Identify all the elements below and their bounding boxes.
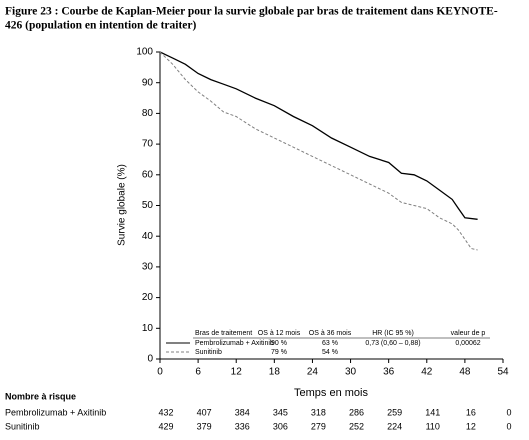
y-tick-label: 10: [142, 323, 154, 334]
survival-curve: [159, 51, 478, 251]
risk-count: 432: [158, 407, 173, 417]
legend-cell: 90 %: [271, 340, 287, 347]
y-tick-label: 30: [142, 262, 154, 273]
x-tick-label: 24: [307, 367, 319, 378]
legend-header: OS à 12 mois: [258, 330, 301, 337]
risk-count: 318: [311, 407, 326, 417]
x-axis-label: Temps en mois: [294, 387, 368, 399]
y-tick-label: 60: [142, 169, 154, 180]
risk-count: 0: [506, 421, 511, 431]
legend-header: valeur de p: [451, 330, 486, 337]
x-tick-label: 54: [497, 367, 509, 378]
y-tick-label: 20: [142, 292, 154, 303]
x-tick-label: 36: [383, 367, 395, 378]
x-tick-label: 0: [157, 367, 163, 378]
chart-title: Figure 23 : Courbe de Kaplan-Meier pour …: [5, 6, 498, 18]
y-tick-label: 0: [147, 354, 153, 365]
risk-count: 306: [273, 421, 288, 431]
legend-cell: 79 %: [271, 349, 287, 356]
risk-count: 384: [235, 407, 250, 417]
legend-header: Bras de traitement: [195, 330, 252, 337]
survival-curve: [159, 51, 478, 220]
x-tick-label: 42: [421, 367, 433, 378]
legend-cell: 54 %: [322, 349, 338, 356]
risk-count: 279: [311, 421, 326, 431]
y-tick-label: 90: [142, 77, 154, 88]
y-tick-label: 80: [142, 108, 154, 119]
risk-count: 141: [425, 407, 440, 417]
legend-cell: 0,00062: [455, 340, 480, 347]
legend-cell: Pembrolizumab + Axitinib: [195, 340, 274, 347]
risk-row-label: Sunitinib: [5, 421, 40, 431]
risk-count: 345: [273, 407, 288, 417]
risk-count: 259: [387, 407, 402, 417]
risk-count: 224: [387, 421, 402, 431]
risk-count: 110: [426, 421, 440, 431]
risk-title: Nombre à risque: [5, 391, 76, 401]
y-axis-label: Survie globale (%): [117, 164, 128, 246]
risk-count: 407: [197, 407, 212, 417]
risk-count: 252: [349, 421, 364, 431]
risk-count: 429: [158, 421, 173, 431]
risk-row-label: Pembrolizumab + Axitinib: [5, 407, 106, 417]
y-tick-label: 50: [142, 200, 154, 211]
risk-count: 12: [466, 421, 476, 431]
risk-count: 0: [506, 407, 511, 417]
x-tick-label: 12: [231, 367, 243, 378]
y-tick-label: 40: [142, 231, 154, 242]
legend-cell: 63 %: [322, 340, 338, 347]
x-tick-label: 30: [345, 367, 357, 378]
legend-cell: 0,73 (0,60 – 0,88): [365, 340, 420, 347]
legend-cell: Sunitinib: [195, 349, 222, 356]
x-tick-label: 6: [195, 367, 201, 378]
risk-count: 336: [235, 421, 250, 431]
x-tick-label: 48: [459, 367, 471, 378]
y-tick-label: 70: [142, 139, 154, 150]
legend-header: OS à 36 mois: [309, 330, 352, 337]
risk-count: 379: [197, 421, 212, 431]
x-tick-label: 18: [269, 367, 281, 378]
chart-title: 426 (population en intention de traiter): [5, 20, 197, 32]
legend-header: HR (IC 95 %): [372, 330, 414, 337]
y-tick-label: 100: [136, 47, 153, 58]
risk-count: 286: [349, 407, 364, 417]
risk-count: 16: [466, 407, 476, 417]
